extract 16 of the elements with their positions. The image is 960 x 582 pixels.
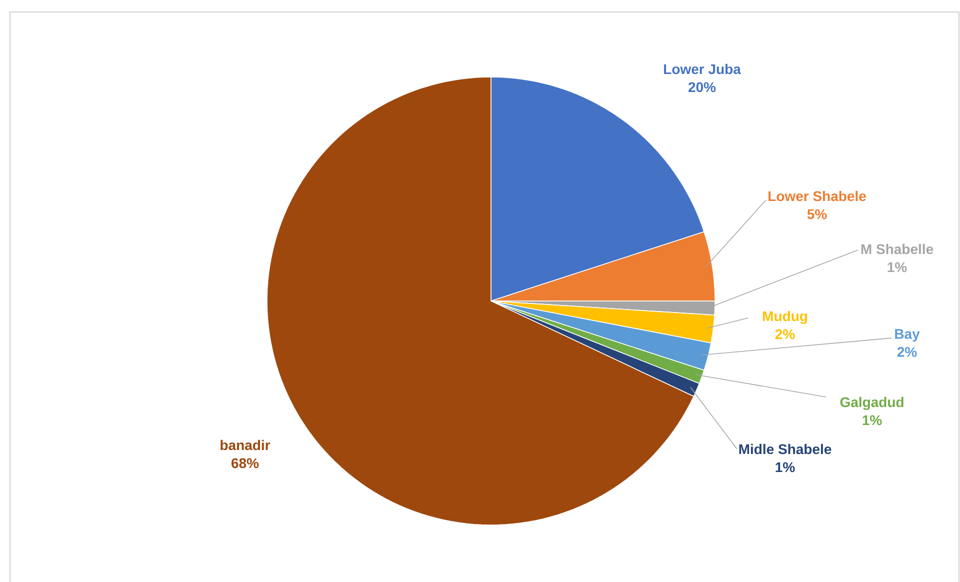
data-label: 20% [688,82,716,92]
data-label: 68% [232,458,259,468]
slice-label: Galgadud [840,396,904,410]
slice-label: Lower Juba [664,64,741,74]
data-label: 2% [775,329,795,340]
data-label: 1% [776,462,795,472]
slice-label: Lower Shabele [768,190,866,202]
data-label: 5% [807,209,827,220]
slice-label: M Shabelle [861,244,934,254]
data-label: 1% [888,262,907,272]
slice-label: Midle Shabele [739,444,832,454]
data-label: 1% [862,415,882,426]
data-label: 2% [897,346,917,357]
slice-label: banadir [220,440,270,450]
slice-label: Bay [895,329,920,342]
slice-label: Mudug [763,310,808,324]
